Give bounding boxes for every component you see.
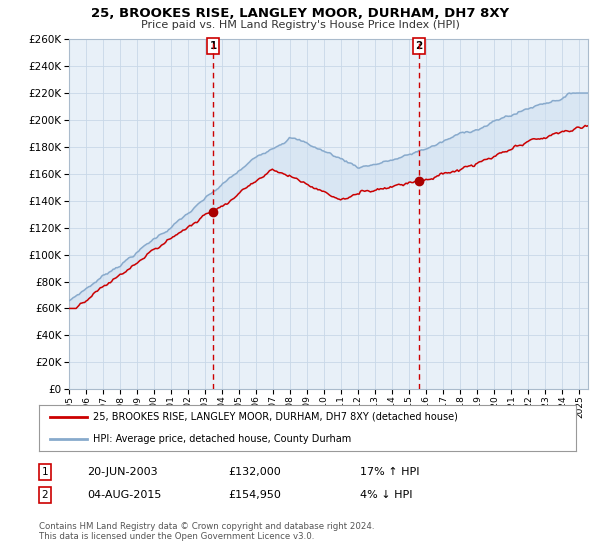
Text: 25, BROOKES RISE, LANGLEY MOOR, DURHAM, DH7 8XY (detached house): 25, BROOKES RISE, LANGLEY MOOR, DURHAM, …: [92, 412, 458, 422]
Text: HPI: Average price, detached house, County Durham: HPI: Average price, detached house, Coun…: [92, 434, 351, 444]
Text: 4% ↓ HPI: 4% ↓ HPI: [360, 490, 413, 500]
Text: £154,950: £154,950: [228, 490, 281, 500]
Text: 2: 2: [41, 490, 49, 500]
Text: 2: 2: [416, 41, 423, 51]
Text: 04-AUG-2015: 04-AUG-2015: [87, 490, 161, 500]
Text: Contains HM Land Registry data © Crown copyright and database right 2024.
This d: Contains HM Land Registry data © Crown c…: [39, 522, 374, 542]
Text: 20-JUN-2003: 20-JUN-2003: [87, 467, 158, 477]
Text: 25, BROOKES RISE, LANGLEY MOOR, DURHAM, DH7 8XY: 25, BROOKES RISE, LANGLEY MOOR, DURHAM, …: [91, 7, 509, 20]
Text: 17% ↑ HPI: 17% ↑ HPI: [360, 467, 419, 477]
Text: Price paid vs. HM Land Registry's House Price Index (HPI): Price paid vs. HM Land Registry's House …: [140, 20, 460, 30]
Text: 1: 1: [41, 467, 49, 477]
Text: 1: 1: [209, 41, 217, 51]
Text: £132,000: £132,000: [228, 467, 281, 477]
